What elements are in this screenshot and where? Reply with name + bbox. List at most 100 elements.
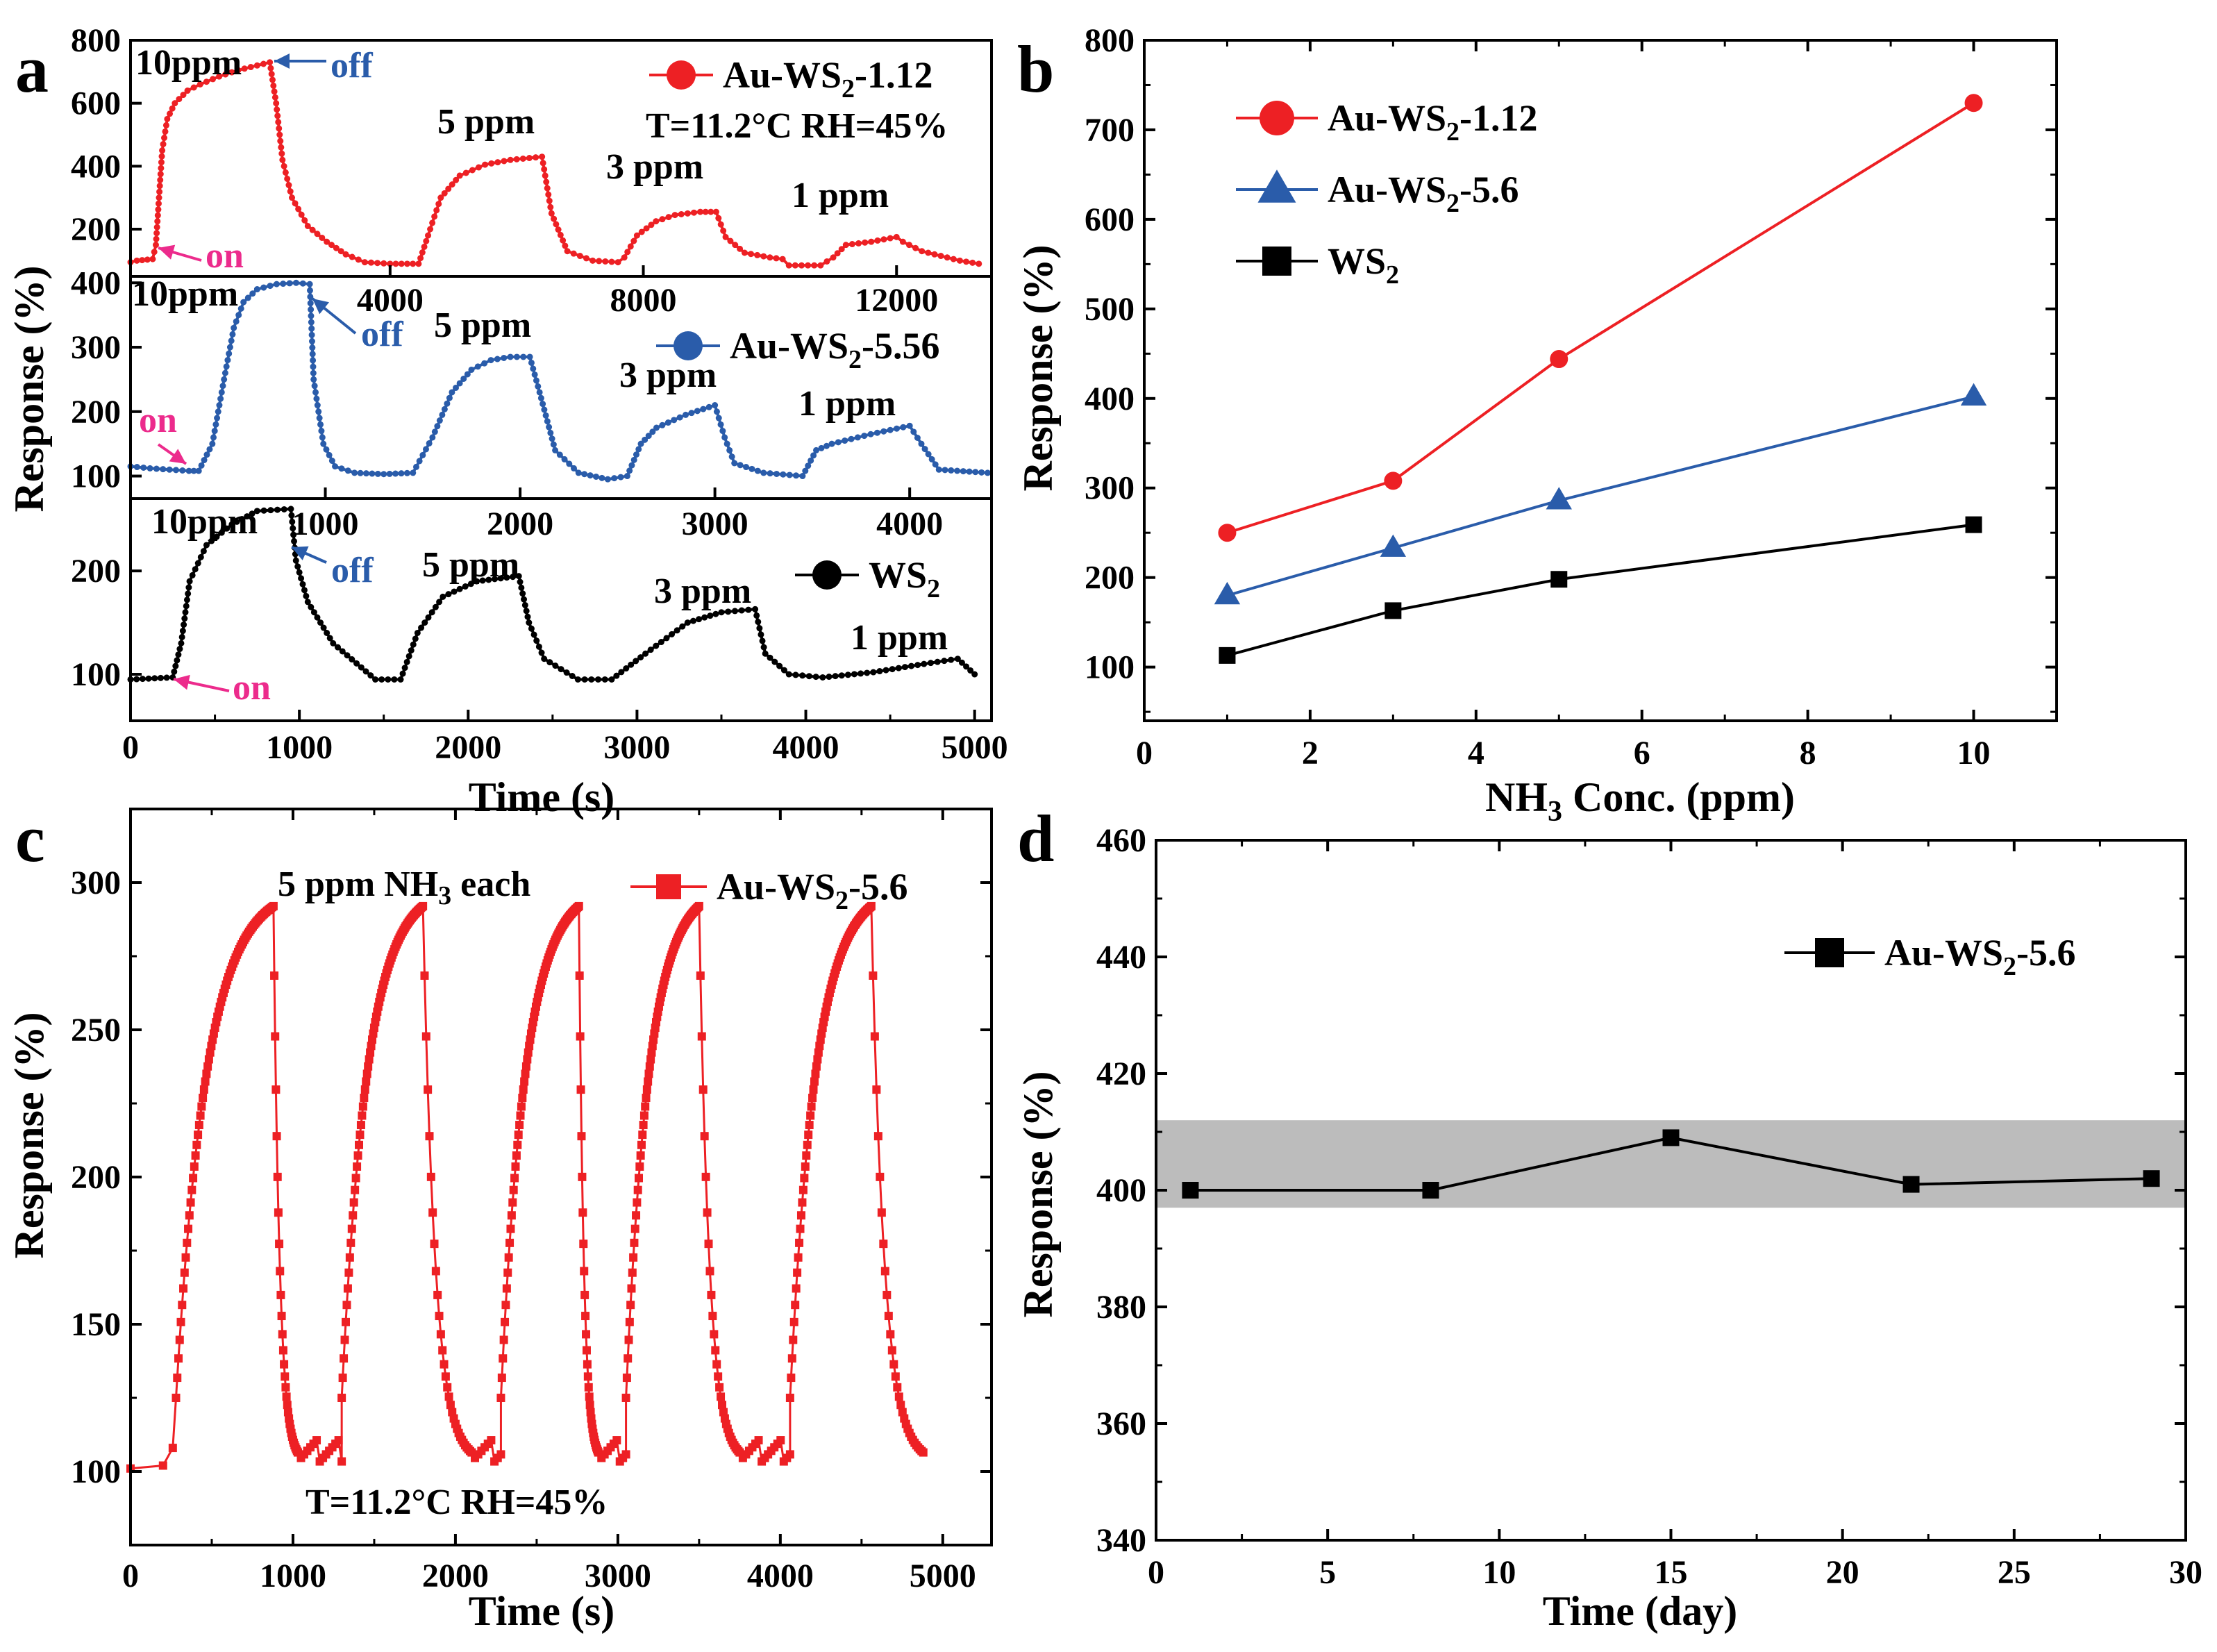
a3-trace-point (249, 510, 256, 517)
a1-trace-point (546, 197, 553, 204)
a3-trace-point (299, 581, 306, 587)
d-legend-marker (1815, 938, 1844, 967)
a2-trace-point (536, 389, 543, 396)
a1-trace-point (156, 183, 163, 190)
a3-trace-point (208, 537, 215, 544)
d-series-point (1182, 1182, 1199, 1199)
b-series-0-point (1218, 524, 1237, 542)
a2-trace-point (318, 428, 325, 435)
a3-trace-point (320, 624, 327, 631)
a3-label-5ppm: 5 ppm (422, 545, 519, 585)
c-trace-point (503, 1268, 512, 1277)
c-trace-point (813, 1055, 822, 1064)
a2-trace-point (317, 421, 324, 428)
c-trace-point (192, 1140, 201, 1149)
a2-trace-point (867, 431, 874, 437)
c-trace-point (206, 1048, 215, 1057)
c-trace-point (345, 1253, 354, 1262)
a2-trace-point (715, 415, 722, 422)
a2-trace-point (338, 465, 345, 472)
a2-trace-point (972, 469, 979, 476)
a3-trace-point (418, 624, 425, 631)
c-trace-point (587, 1414, 596, 1423)
a2-trace-point (547, 429, 554, 436)
a2-trace-point (267, 283, 274, 290)
a2-trace-point (954, 467, 961, 474)
a3-trace-point (701, 614, 708, 621)
c-trace-point (196, 1111, 205, 1120)
a1-trace-point (937, 253, 944, 260)
c-trace-point (501, 1317, 510, 1326)
c-trace-point (501, 1301, 510, 1310)
c-ytick-label: 100 (71, 1453, 121, 1490)
a2-trace-point (914, 435, 921, 442)
a2-trace-point (932, 461, 939, 468)
c-trace-point (349, 1211, 358, 1220)
a3-trace-point (358, 664, 365, 671)
a3-trace-point (174, 657, 181, 664)
c-trace-point (440, 1360, 449, 1369)
c-trace-point (639, 1111, 649, 1120)
a1-trace-point (156, 194, 162, 201)
a2-trace-point (818, 444, 825, 451)
a1-trace-point (741, 249, 748, 256)
a3-trace-point (314, 614, 321, 621)
c-trace-point (282, 1392, 291, 1401)
c-trace-point (701, 1172, 710, 1181)
c-trace-point (621, 1450, 630, 1459)
d-xtick-label: 15 (1655, 1554, 1688, 1591)
c-trace-point (496, 1450, 505, 1459)
a2-trace-point (392, 470, 399, 477)
a3-trace-point (238, 515, 245, 522)
c-trace-point (815, 1042, 824, 1051)
a2-trace-point (624, 473, 630, 480)
a3-trace-point (535, 643, 542, 650)
c-trace-point (199, 1094, 208, 1103)
a3-trace-point (756, 625, 763, 632)
a3-trace-point (330, 640, 337, 646)
a1-trace-point (671, 212, 678, 219)
c-trace-point (179, 1284, 188, 1293)
a3-trace-point (218, 529, 225, 536)
a1-trace-point (805, 262, 812, 269)
c-trace-point (696, 971, 705, 980)
c-trace-point (625, 1317, 634, 1326)
a1-arrow-on-head (158, 244, 176, 260)
a1-trace-point (387, 260, 394, 267)
c-trace-point (420, 971, 429, 980)
a1-trace-point (501, 158, 508, 165)
a1-trace-point (482, 161, 489, 168)
a2-trace-point (221, 369, 228, 376)
a1-trace-point (773, 255, 780, 262)
c-trace-point (787, 1374, 796, 1383)
c-legend-marker (656, 874, 681, 899)
a3-trace-point (479, 577, 486, 584)
c-trace-point (795, 1238, 804, 1247)
a3-trace-point (524, 613, 531, 620)
a1-trace-point (139, 257, 146, 264)
a3-trace-point (296, 569, 303, 576)
a3-trace-point (752, 606, 759, 612)
b-series-1-point (1380, 534, 1407, 557)
c-trace-point (580, 1290, 589, 1299)
a2-trace-point (637, 440, 644, 447)
a1-trace-point (445, 185, 452, 192)
c-trace-point (805, 1121, 814, 1130)
c-trace-point (644, 1077, 653, 1086)
a2-trace-point (441, 406, 448, 412)
a3-trace-point (397, 676, 404, 683)
a3-trace-point (401, 665, 408, 671)
a3-trace-point (233, 518, 240, 525)
c-xtick-label: 5000 (910, 1558, 976, 1594)
a1-trace-point (543, 178, 550, 185)
a1-trace-point (475, 164, 482, 171)
a2-trace-point (309, 344, 316, 351)
a3-trace-point (674, 627, 680, 634)
a2-trace-point (802, 467, 809, 474)
a1-trace-point (437, 194, 444, 201)
c-ytick-label: 250 (71, 1012, 121, 1049)
a1-legend-label: Au-WS2-1.12 (723, 54, 933, 103)
c-trace-point (340, 1335, 349, 1344)
b-series-1-point (1546, 487, 1572, 510)
a1-trace-point (862, 239, 869, 246)
